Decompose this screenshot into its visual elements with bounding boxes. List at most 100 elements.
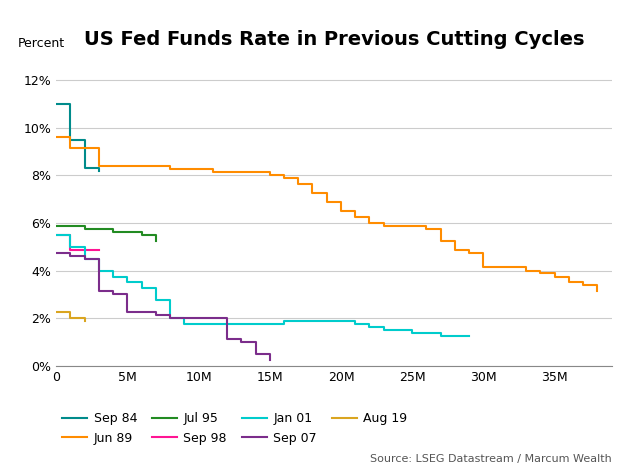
Jun 89: [537, 271, 544, 276]
Jun 89: [295, 182, 302, 187]
Line: Sep 98: Sep 98: [56, 235, 99, 250]
Sep 07: [138, 310, 145, 315]
Sep 07: [81, 256, 89, 262]
Jun 89: [81, 145, 89, 151]
Sep 07: [109, 292, 117, 297]
Jun 89: [337, 208, 344, 214]
Sep 07: [167, 315, 174, 321]
Jun 89: [124, 164, 131, 169]
Jun 89: [466, 250, 473, 256]
Jan 01: [95, 268, 102, 273]
Jan 01: [124, 280, 131, 285]
Sep 07: [238, 339, 245, 345]
Jun 89: [280, 175, 288, 181]
Jun 89: [266, 173, 273, 178]
Jun 89: [380, 223, 388, 228]
Line: Aug 19: Aug 19: [56, 312, 85, 321]
Jan 01: [223, 321, 231, 327]
Jan 01: [466, 333, 473, 339]
Jan 01: [309, 318, 316, 324]
Line: Sep 84: Sep 84: [56, 104, 99, 171]
Jan 01: [52, 232, 60, 238]
Jan 01: [351, 321, 359, 327]
Jan 01: [437, 333, 444, 339]
Sep 07: [209, 315, 217, 321]
Line: Sep 07: Sep 07: [56, 253, 270, 360]
Jun 89: [223, 169, 231, 175]
Sep 07: [124, 310, 131, 315]
Aug 19: [81, 318, 89, 324]
Sep 84: [67, 137, 74, 143]
Jun 89: [238, 169, 245, 175]
Sep 98: [52, 232, 60, 238]
Jan 01: [138, 286, 145, 291]
Jun 89: [52, 134, 60, 139]
Title: US Fed Funds Rate in Previous Cutting Cycles: US Fed Funds Rate in Previous Cutting Cy…: [84, 30, 584, 49]
Jun 89: [109, 164, 117, 169]
Sep 84: [95, 168, 102, 174]
Aug 19: [52, 310, 60, 315]
Line: Jul 95: Jul 95: [56, 226, 156, 241]
Jun 89: [451, 247, 459, 252]
Jun 89: [437, 238, 444, 243]
Jun 89: [394, 223, 402, 228]
Sep 07: [67, 253, 74, 258]
Jan 01: [180, 321, 188, 327]
Jan 01: [167, 315, 174, 321]
Jun 89: [138, 164, 145, 169]
Jul 95: [95, 226, 102, 232]
Legend: Sep 84, Jun 89, Jul 95, Sep 98, Jan 01, Sep 07, Aug 19: Sep 84, Jun 89, Jul 95, Sep 98, Jan 01, …: [62, 412, 407, 445]
Jan 01: [422, 330, 430, 336]
Jun 89: [152, 164, 160, 169]
Jan 01: [380, 327, 388, 333]
Jan 01: [295, 318, 302, 324]
Jun 89: [522, 268, 530, 273]
Jun 89: [593, 288, 601, 294]
Jul 95: [152, 238, 160, 243]
Text: Source: LSEG Datastream / Marcum Wealth: Source: LSEG Datastream / Marcum Wealth: [370, 454, 612, 464]
Jan 01: [280, 318, 288, 324]
Text: Percent: Percent: [17, 37, 64, 50]
Jul 95: [81, 226, 89, 232]
Jun 89: [209, 169, 217, 175]
Jan 01: [251, 321, 259, 327]
Jun 89: [579, 282, 587, 288]
Jan 01: [238, 321, 245, 327]
Jun 89: [195, 166, 202, 172]
Sep 98: [67, 247, 74, 252]
Jan 01: [109, 274, 117, 280]
Jan 01: [409, 330, 416, 336]
Jun 89: [309, 190, 316, 196]
Aug 19: [67, 315, 74, 321]
Sep 07: [195, 315, 202, 321]
Jan 01: [323, 318, 331, 324]
Jun 89: [480, 265, 487, 270]
Sep 98: [81, 247, 89, 252]
Jul 95: [67, 223, 74, 228]
Jan 01: [266, 321, 273, 327]
Line: Jan 01: Jan 01: [56, 235, 469, 336]
Jun 89: [351, 214, 359, 220]
Jun 89: [167, 166, 174, 172]
Jun 89: [67, 145, 74, 151]
Sep 07: [266, 357, 273, 363]
Jun 89: [251, 169, 259, 175]
Sep 07: [95, 288, 102, 294]
Jun 89: [409, 223, 416, 228]
Jul 95: [52, 223, 60, 228]
Jun 89: [422, 226, 430, 232]
Jun 89: [180, 166, 188, 172]
Jan 01: [337, 318, 344, 324]
Sep 07: [152, 312, 160, 318]
Jun 89: [494, 265, 501, 270]
Jan 01: [81, 256, 89, 262]
Jun 89: [366, 220, 373, 226]
Jun 89: [323, 199, 331, 205]
Jan 01: [152, 297, 160, 303]
Jan 01: [67, 244, 74, 250]
Sep 07: [180, 315, 188, 321]
Sep 84: [52, 101, 60, 107]
Jun 89: [508, 265, 515, 270]
Jan 01: [451, 333, 459, 339]
Sep 07: [223, 336, 231, 342]
